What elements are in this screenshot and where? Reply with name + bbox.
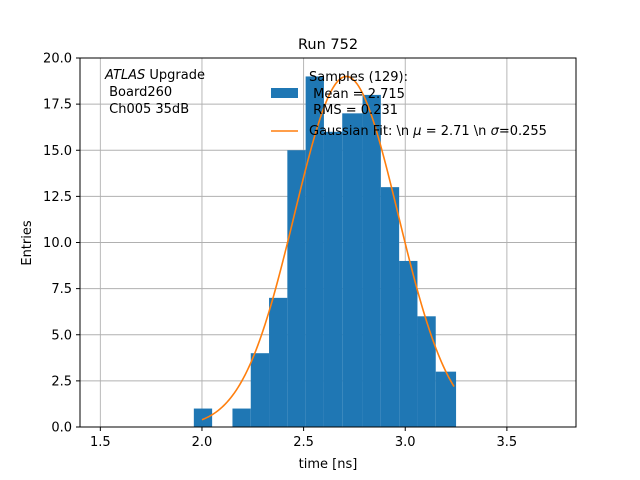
y-tick-label: 10.0 [43, 236, 72, 251]
x-tick-label: 3.0 [395, 435, 416, 450]
y-tick-label: 20.0 [43, 52, 72, 67]
legend-swatch-samples [271, 88, 298, 98]
annotation-line-3: Ch005 35dB [105, 102, 189, 117]
legend-fit-label: Gaussian Fit: \n μ = 2.71 \n σ=0.255 [309, 124, 547, 139]
y-tick-label: 0.0 [51, 421, 72, 436]
fit-curve-layer [201, 75, 455, 421]
legend-samples-line-3: RMS = 0.231 [309, 103, 398, 118]
histogram-bar [269, 297, 288, 427]
histogram-bar [287, 150, 306, 427]
histogram-bar [342, 113, 363, 427]
y-tick-label: 5.0 [51, 328, 72, 343]
legend-fit-prefix: Gaussian Fit: \n [309, 124, 413, 139]
y-axis-label: Entries [20, 220, 35, 266]
x-tick-label: 2.5 [293, 435, 314, 450]
histogram-bar [380, 187, 400, 427]
legend-samples-line-2: Mean = 2.715 [309, 87, 405, 102]
y-tick-label: 2.5 [51, 374, 72, 389]
x-tick-label: 1.5 [90, 435, 111, 450]
legend-fit-sigma: σ [491, 124, 500, 139]
annotation-atlas: ATLAS [104, 68, 145, 83]
annotation-upgrade: Upgrade [145, 68, 205, 83]
annotation-line-1: ATLAS Upgrade [104, 68, 205, 83]
histogram-bar [232, 408, 251, 427]
y-tick-label: 7.5 [51, 282, 72, 297]
annotation-box: ATLAS Upgrade Board260 Ch005 35dB [104, 68, 205, 117]
histogram-bar [399, 260, 418, 427]
annotation-line-2: Board260 [105, 85, 172, 100]
gaussian-fit-curve [201, 75, 455, 421]
x-tick-label: 2.0 [192, 435, 213, 450]
histogram-bar [435, 371, 457, 427]
y-axis-ticks: 0.0 2.5 5.0 7.5 10.0 12.5 15.0 17.5 20.0 [43, 52, 80, 436]
legend-samples-line-1: Samples (129): [309, 70, 408, 85]
legend-fit-mid: = 2.71 \n [422, 124, 491, 139]
y-tick-label: 15.0 [43, 144, 72, 159]
histogram-bar [305, 76, 324, 427]
histogram-bar [193, 408, 213, 427]
x-tick-label: 3.5 [497, 435, 518, 450]
chart-title: Run 752 [298, 37, 358, 53]
histogram-bar [362, 94, 381, 428]
y-tick-label: 12.5 [43, 190, 72, 205]
histogram-bar [250, 353, 270, 427]
x-axis-label: time [ns] [299, 457, 358, 472]
legend-fit-mu: μ [412, 124, 421, 139]
histogram-bar [323, 131, 343, 428]
histogram-bars [193, 76, 457, 428]
legend-fit-end: =0.255 [499, 124, 547, 139]
x-axis-ticks: 1.5 2.0 2.5 3.0 3.5 [90, 427, 517, 450]
legend: Samples (129): Mean = 2.715 RMS = 0.231 … [271, 70, 547, 139]
y-tick-label: 17.5 [43, 98, 72, 113]
histogram-bar [417, 316, 436, 427]
